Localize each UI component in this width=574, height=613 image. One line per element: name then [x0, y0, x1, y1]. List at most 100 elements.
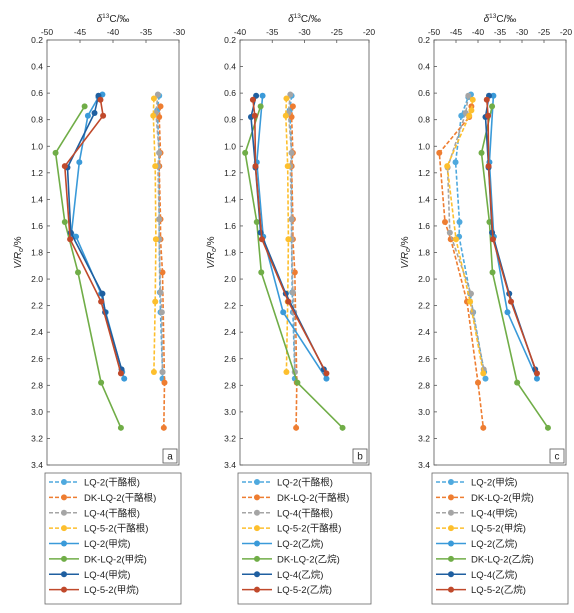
- legend-label: LQ-2(乙烷): [471, 538, 517, 550]
- x-axis-title: δ13C/‰: [97, 13, 130, 25]
- data-point: [158, 309, 165, 316]
- series-8: [61, 96, 124, 377]
- data-point: [453, 236, 459, 243]
- data-point: [467, 298, 474, 305]
- data-point: [456, 218, 463, 225]
- legend-swatch-marker: [254, 540, 260, 547]
- y-tick-label: 2.4: [31, 327, 43, 337]
- legend-swatch-marker: [448, 479, 454, 485]
- panel-label: c: [555, 452, 560, 463]
- data-point: [249, 96, 256, 103]
- data-point: [251, 112, 258, 119]
- legend: LQ-2(甲烷) DK-LQ-2(甲烷) LQ-4(甲烷) LQ-5-2(甲烷) LQ-…: [431, 472, 569, 605]
- data-point: [159, 269, 166, 276]
- data-point: [150, 369, 157, 376]
- legend-swatch-marker: [448, 494, 454, 501]
- y-tick-label: 1.0: [31, 141, 43, 151]
- y-tick-label: 1.6: [224, 221, 236, 231]
- legend-label: DK-LQ-2(乙烷): [471, 553, 534, 565]
- y-tick-label: 0.6: [31, 88, 43, 98]
- data-point: [253, 92, 260, 99]
- y-tick-label: 0.2: [31, 35, 43, 45]
- legend: LQ-2(干酪根) DK-LQ-2(干酪根) LQ-4(干酪根) LQ-5-2(干酪根…: [237, 472, 372, 605]
- data-point: [242, 149, 249, 156]
- legend-label: LQ-5-2(干酪根): [277, 523, 341, 535]
- series-line: [446, 99, 485, 374]
- x-tick-label: -25: [331, 27, 344, 37]
- legend-swatch-marker: [448, 525, 454, 532]
- data-point: [467, 290, 474, 297]
- data-point: [284, 163, 291, 170]
- y-tick-label: 2.6: [31, 354, 43, 364]
- y-tick-label: 2.2: [224, 301, 236, 311]
- data-point: [285, 298, 292, 305]
- y-tick-label: 3.0: [224, 407, 236, 417]
- y-tick-label: 2.8: [224, 380, 236, 390]
- legend-label: DK-LQ-2(乙烷): [277, 553, 340, 565]
- data-point: [475, 379, 481, 386]
- y-tick-label: 0.8: [224, 115, 236, 125]
- data-point: [469, 96, 476, 103]
- series-line: [480, 106, 549, 429]
- legend-label: LQ-5-2(乙烷): [471, 584, 526, 596]
- data-point: [121, 375, 128, 382]
- data-point: [287, 91, 294, 98]
- legend-swatch-marker: [61, 540, 67, 547]
- series-line: [287, 94, 296, 373]
- data-point: [485, 163, 492, 170]
- data-point: [117, 424, 124, 431]
- legend-label: LQ-2(干酪根): [277, 477, 333, 489]
- y-tick-label: 3.0: [418, 407, 430, 417]
- x-tick-label: -30: [298, 27, 311, 37]
- y-tick-label: 1.8: [418, 248, 430, 258]
- panel-label: b: [357, 452, 363, 463]
- data-point: [489, 269, 496, 276]
- y-tick-label: 2.8: [31, 380, 43, 390]
- data-point: [485, 112, 492, 119]
- y-tick-label: 3.0: [31, 407, 43, 417]
- data-point: [285, 236, 292, 243]
- legend-label: LQ-2(甲烷): [471, 477, 517, 489]
- data-point: [117, 370, 124, 377]
- legend-label: LQ-4(甲烷): [471, 507, 517, 519]
- y-tick-label: 0.6: [224, 88, 236, 98]
- series-4: [150, 95, 159, 376]
- legend-box: [44, 472, 182, 605]
- y-tick-label: 1.0: [418, 141, 430, 151]
- data-point: [288, 149, 295, 156]
- legend-swatch-marker: [61, 494, 67, 501]
- data-point: [61, 218, 68, 225]
- series-line: [155, 94, 164, 373]
- legend-box: [237, 472, 372, 605]
- x-tick-label: -50: [41, 27, 54, 37]
- legend-swatch-marker: [61, 509, 67, 516]
- data-point: [258, 236, 265, 243]
- data-point: [152, 236, 159, 243]
- x-tick-label: -40: [107, 27, 120, 37]
- data-point: [81, 103, 88, 110]
- legend-label: LQ-2(乙烷): [277, 538, 323, 550]
- data-point: [258, 269, 265, 276]
- x-tick-label: -50: [428, 27, 441, 37]
- x-tick-label: -35: [140, 27, 153, 37]
- legend-label: DK-LQ-2(甲烷): [84, 553, 147, 565]
- series-3: [444, 92, 487, 373]
- data-point: [156, 216, 163, 223]
- y-tick-label: 1.4: [224, 194, 236, 204]
- panel-label-box: [352, 448, 368, 464]
- y-tick-label: 1.8: [224, 248, 236, 258]
- data-point: [161, 379, 168, 386]
- x-axis-title: δ13C/‰: [288, 13, 321, 25]
- series-line: [152, 98, 157, 373]
- x-tick-label: -45: [74, 27, 87, 37]
- legend-label: LQ-5-2(甲烷): [84, 584, 139, 596]
- series-line: [66, 95, 123, 370]
- data-point: [478, 149, 485, 156]
- data-point: [52, 149, 59, 156]
- legend-swatch-marker: [61, 479, 67, 485]
- y-axis-title: V/Ro/%: [206, 236, 218, 268]
- y-axis-title: V/Ro/%: [400, 236, 412, 268]
- data-point: [75, 269, 82, 276]
- legend-swatch-marker: [61, 525, 67, 532]
